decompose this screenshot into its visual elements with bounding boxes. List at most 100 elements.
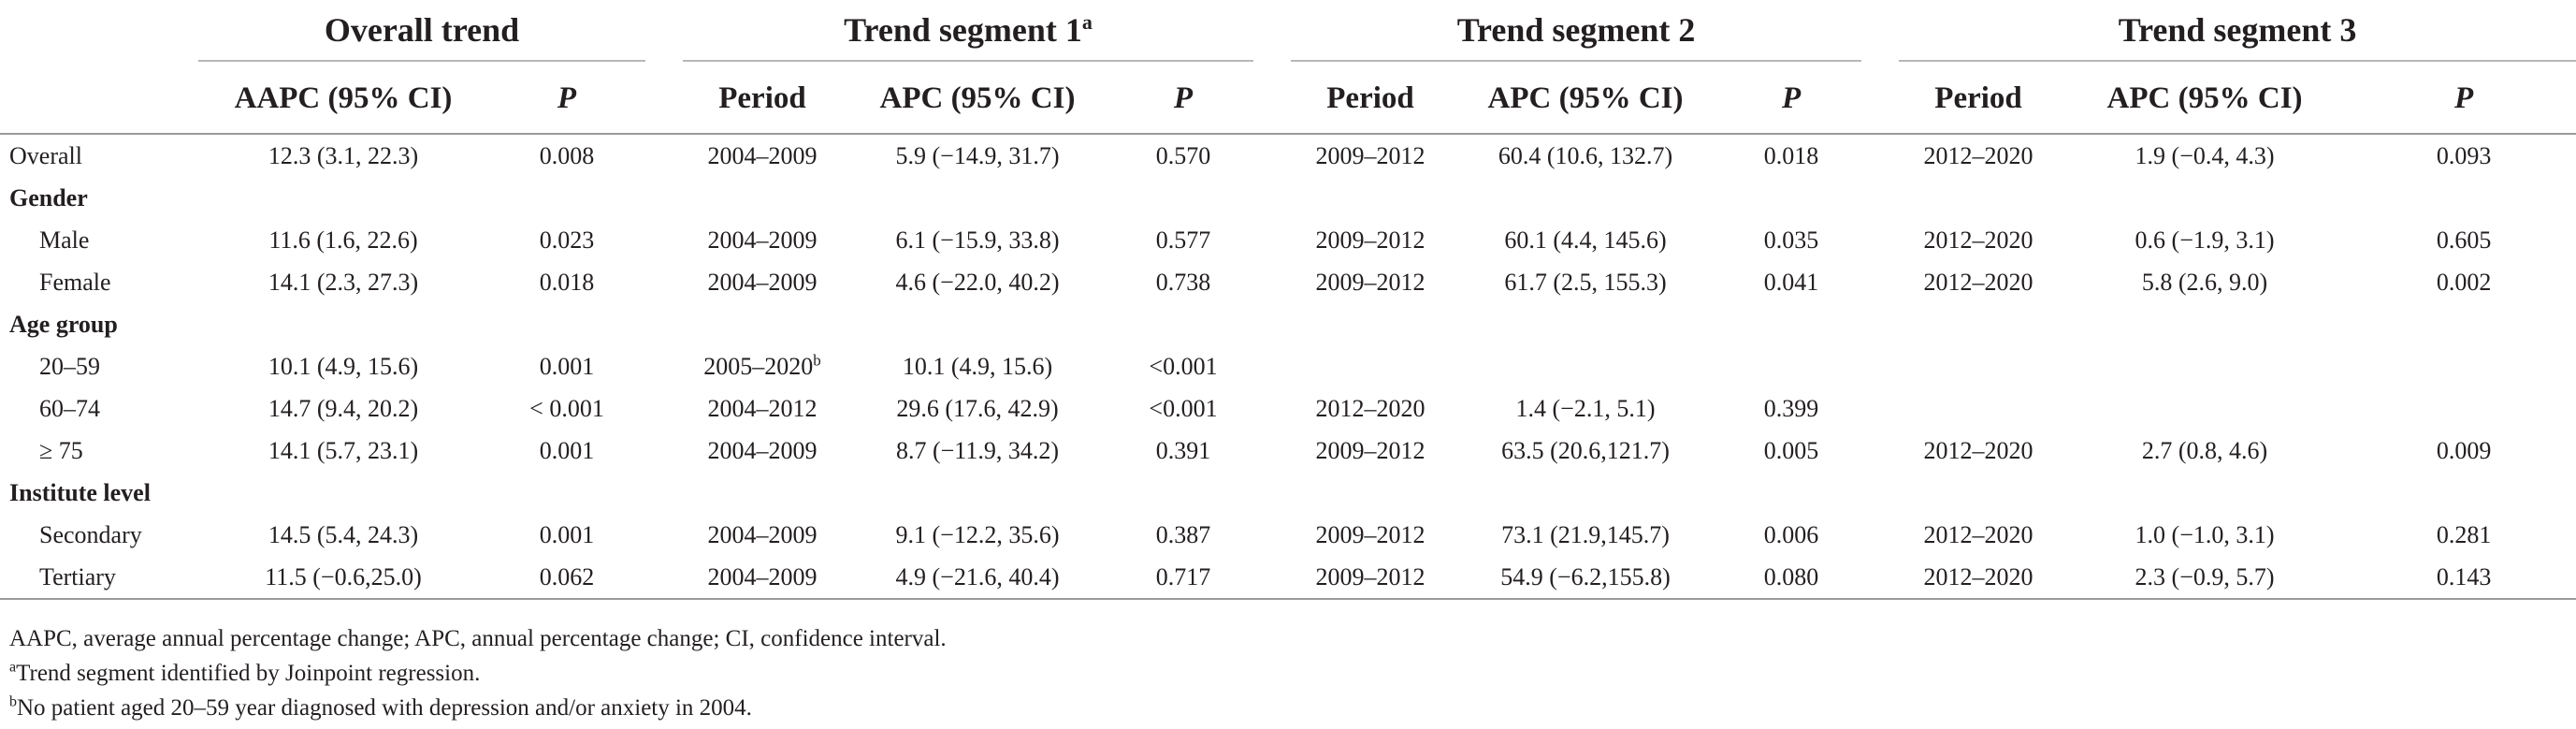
row-label: Overall: [9, 141, 82, 169]
cell-period: 2009–2012: [1315, 520, 1425, 548]
group-header-segment-1: Trend segment 1a: [844, 10, 1093, 49]
column-gap: [645, 472, 683, 514]
cell-p: 0.717: [1113, 556, 1254, 600]
col-header-apc: APC (95% CI): [1450, 64, 1722, 135]
cell-period: [1899, 303, 2058, 345]
column-gap: [1861, 261, 1899, 303]
cell-p: 0.143: [2352, 556, 2576, 600]
column-gap: [645, 303, 683, 345]
col-header-period: Period: [1291, 64, 1451, 135]
row-label: 20–59: [39, 352, 100, 380]
row-label: ≥ 75: [39, 436, 83, 464]
cell-period: 2012–2020: [1923, 268, 2033, 296]
column-gap: [1253, 472, 1291, 514]
cell-p: [2352, 387, 2576, 430]
column-gap: [645, 514, 683, 556]
row-label: Age group: [9, 310, 118, 338]
cell-apc: [842, 472, 1113, 514]
cell-period: [1899, 177, 2058, 219]
cell-period: 2004–2009: [683, 556, 842, 600]
cell-period: 2004–2009: [683, 219, 842, 261]
cell-period: 2009–2012: [1315, 141, 1425, 169]
cell-p: [1721, 303, 1861, 345]
cell-p: 0.391: [1155, 436, 1211, 464]
column-gap: [645, 219, 683, 261]
cell-p: 0.399: [1763, 394, 1819, 422]
cell-p: 0.080: [1721, 556, 1862, 600]
cell-period: 2012–2020: [1315, 394, 1425, 422]
cell-apc: 29.6 (17.6, 42.9): [896, 394, 1059, 422]
cell-period: [1291, 345, 1450, 387]
cell-p: 0.006: [1763, 520, 1819, 548]
column-gap: [1861, 472, 1899, 514]
cell-apc: 0.6 (−1.9, 3.1): [2135, 226, 2275, 254]
footnote-a: aTrend segment identified by Joinpoint r…: [9, 659, 481, 686]
table-row: 60–74 14.7 (9.4, 20.2) < 0.001 2004–2012 29.…: [0, 387, 2576, 430]
footnote-b: bNo patient aged 20–59 year diagnosed wi…: [9, 693, 752, 721]
cell-p: [1721, 345, 1861, 387]
cell-p: 0.018: [539, 268, 595, 296]
cell-p: [1113, 177, 1253, 219]
row-label: 60–74: [39, 394, 100, 422]
column-gap: [645, 556, 683, 600]
row-label: Secondary: [39, 520, 142, 548]
col-header-p: P: [488, 64, 645, 135]
cell-p: 0.023: [539, 226, 595, 254]
cell-apc: [842, 303, 1113, 345]
cell-p: [488, 303, 645, 345]
cell-p: [2352, 303, 2576, 345]
col-header-p: P: [1113, 64, 1254, 135]
cell-apc: 61.7 (2.5, 155.3): [1504, 268, 1667, 296]
col-header-p: P: [2352, 64, 2576, 135]
cell-apc: 63.5 (20.6,121.7): [1501, 436, 1670, 464]
column-gap: [1861, 430, 1899, 472]
cell-aapc: 10.1 (4.9, 15.6): [268, 352, 419, 380]
group-underline: [198, 60, 645, 64]
cell-apc: 6.1 (−15.9, 33.8): [895, 226, 1060, 254]
cell-p: [2352, 472, 2576, 514]
col-header-period: Period: [1899, 64, 2059, 135]
column-gap: [1253, 177, 1291, 219]
cell-period: [683, 177, 842, 219]
cell-p: 0.005: [1763, 436, 1819, 464]
cell-p: [488, 177, 645, 219]
cell-p: 0.281: [2436, 520, 2492, 548]
table-row: Female 14.1 (2.3, 27.3) 0.018 2004–2009 4.6 …: [0, 261, 2576, 303]
cell-period: [1899, 345, 2058, 387]
cell-p: [2352, 177, 2576, 219]
cell-p: <0.001: [1149, 352, 1218, 380]
cell-p: <0.001: [1149, 394, 1218, 422]
section-row: Age group: [0, 303, 2576, 345]
cell-p: 0.009: [2436, 436, 2492, 464]
results-table: Overall trend Trend segment 1a Trend seg…: [0, 0, 2576, 600]
cell-p: 0.387: [1155, 520, 1211, 548]
cell-p: [2352, 345, 2576, 387]
cell-aapc: 14.5 (5.4, 24.3): [268, 520, 419, 548]
group-header-row: Overall trend Trend segment 1a Trend seg…: [0, 0, 2576, 61]
subheader-row: AAPC (95% CI) P Period APC (95% CI) P Pe…: [0, 64, 2576, 135]
column-gap: [1861, 134, 1899, 177]
cell-apc: [1450, 177, 1721, 219]
cell-aapc: 14.7 (9.4, 20.2): [268, 394, 419, 422]
cell-p: 0.001: [539, 436, 595, 464]
cell-apc: 1.4 (−2.1, 5.1): [1515, 394, 1656, 422]
cell-aapc: 12.3 (3.1, 22.3): [268, 141, 419, 169]
cell-apc: 60.1 (4.4, 145.6): [1504, 226, 1667, 254]
column-gap: [1253, 345, 1291, 387]
cell-apc: 1.9 (−0.4, 4.3): [2135, 141, 2275, 169]
col-header-apc: APC (95% CI): [842, 64, 1113, 135]
column-gap: [1861, 556, 1900, 600]
cell-period: [1899, 387, 2058, 430]
cell-period: 2004–2009: [683, 134, 842, 177]
cell-apc: 60.4 (10.6, 132.7): [1498, 141, 1673, 169]
table-row: 20–59 10.1 (4.9, 15.6) 0.001 2005–2020b 10.1…: [0, 345, 2576, 387]
col-header-aapc: AAPC (95% CI): [198, 64, 488, 135]
cell-period: 2009–2012: [1315, 226, 1425, 254]
cell-p: [1721, 472, 1861, 514]
cell-apc: 54.9 (−6.2,155.8): [1450, 556, 1722, 600]
cell-period: 2005–2020b: [683, 345, 842, 387]
cell-apc: 8.7 (−11.9, 34.2): [895, 436, 1059, 464]
cell-aapc: [198, 303, 488, 345]
cell-period: [683, 472, 842, 514]
cell-aapc: 11.5 (−0.6,25.0): [198, 556, 488, 600]
